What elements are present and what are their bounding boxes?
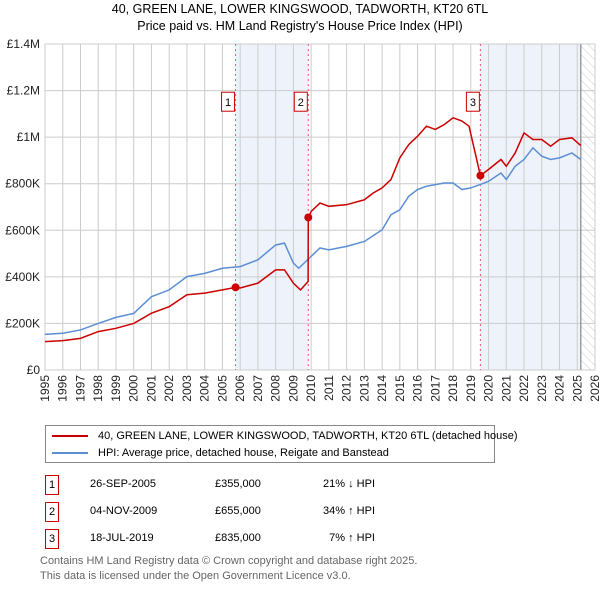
x-tick-label: 2007 <box>251 375 265 402</box>
sale-number-badge: 3 <box>45 529 59 549</box>
x-tick-label: 2015 <box>393 375 407 402</box>
x-tick-label: 2020 <box>482 375 496 402</box>
sale-label-number: 1 <box>225 97 231 109</box>
x-tick-label: 2017 <box>428 375 442 402</box>
sale-label-number: 2 <box>298 97 304 109</box>
x-tick-label: 1998 <box>91 375 105 402</box>
x-tick-label: 2008 <box>269 375 283 402</box>
property-price-line <box>44 116 582 343</box>
legend-swatch-property <box>52 435 88 437</box>
x-tick-label: 1996 <box>56 375 70 402</box>
chart-title: 40, GREEN LANE, LOWER KINGSWOOD, TADWORT… <box>111 2 489 16</box>
sale-hpi-diff: 34% ↑ HPI <box>323 505 375 517</box>
x-tick-label: 1995 <box>38 375 52 402</box>
plot-border <box>44 43 596 371</box>
y-tick-label: £400K <box>5 270 40 284</box>
legend-swatch-hpi <box>52 452 88 454</box>
x-tick-label: 2024 <box>553 375 567 402</box>
x-tick-label: 2019 <box>464 375 478 402</box>
sale-number-badge: 2 <box>45 502 59 522</box>
shaded-period <box>480 44 581 370</box>
x-tick-label: 2005 <box>215 375 229 402</box>
sale-label-number: 3 <box>470 97 476 109</box>
x-tick-label: 1997 <box>73 375 87 402</box>
legend: 40, GREEN LANE, LOWER KINGSWOOD, TADWORT… <box>45 425 518 463</box>
x-tick-label: 2022 <box>517 375 531 402</box>
x-tick-label: 2013 <box>357 375 371 402</box>
y-tick-label: £1M <box>17 130 40 144</box>
sale-point <box>231 283 240 292</box>
x-tick-label: 2023 <box>535 375 549 402</box>
plot-area: 1995 1996 1997 1998 1999 2000 2001 2002 2003 2004… <box>5 37 600 402</box>
sale-label-box <box>293 91 308 112</box>
x-tick-label: 2009 <box>286 375 300 402</box>
sale-point <box>304 213 313 222</box>
legend-label-property: 40, GREEN LANE, LOWER KINGSWOOD, TADWORT… <box>98 430 518 442</box>
sale-price: £655,000 <box>215 505 261 517</box>
x-tick-label: 1999 <box>109 375 123 402</box>
y-tick-label: £1.4M <box>7 37 40 51</box>
sale-date: 18-JUL-2019 <box>90 532 154 544</box>
sale-date: 26-SEP-2005 <box>90 478 157 490</box>
x-tick-label: 2002 <box>162 375 176 402</box>
x-tick-label: 2026 <box>588 375 600 402</box>
sale-number-badge: 1 <box>45 475 59 495</box>
x-tick-label: 2016 <box>411 375 425 402</box>
x-tick-label: 2006 <box>233 375 247 402</box>
y-tick-label: £800K <box>5 177 40 191</box>
x-tick-label: 2003 <box>180 375 194 402</box>
x-tick-label: 2001 <box>144 375 158 402</box>
sale-label-box <box>221 91 236 112</box>
y-tick-label: £600K <box>5 223 40 237</box>
x-tick-label: 2014 <box>375 375 389 402</box>
x-tick-label: 2004 <box>198 375 212 402</box>
x-tick-label: 2021 <box>499 375 513 402</box>
footer-line-1: Contains HM Land Registry data © Crown c… <box>40 555 418 567</box>
x-tick-label: 2010 <box>304 375 318 402</box>
sale-hpi-diff: 21% ↓ HPI <box>323 478 375 490</box>
future-hatch <box>580 44 595 370</box>
x-tick-label: 2012 <box>340 375 354 402</box>
x-tick-label: 2025 <box>570 375 584 402</box>
legend-label-hpi: HPI: Average price, detached house, Reig… <box>98 447 389 459</box>
footer-line-2: This data is licensed under the Open Gov… <box>40 570 351 582</box>
y-tick-label: £1.2M <box>7 84 40 98</box>
hpi-line <box>44 146 582 336</box>
sale-label-box <box>465 91 480 112</box>
x-tick-label: 2018 <box>446 375 460 402</box>
sale-point <box>476 171 485 180</box>
y-tick-label: £0 <box>27 363 41 377</box>
sale-price: £355,000 <box>215 478 261 490</box>
chart-subtitle: Price paid vs. HM Land Registry's House … <box>137 19 463 33</box>
sale-price: £835,000 <box>215 532 261 544</box>
sale-date: 04-NOV-2009 <box>90 505 158 517</box>
x-tick-label: 2000 <box>127 375 141 402</box>
y-tick-label: £200K <box>5 316 40 330</box>
x-tick-label: 2011 <box>322 375 336 401</box>
sale-hpi-diff: 7% ↑ HPI <box>329 532 375 544</box>
